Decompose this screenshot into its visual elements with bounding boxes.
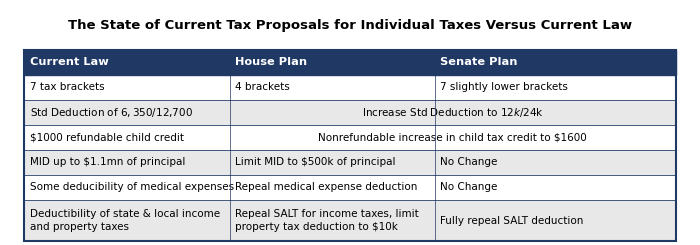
Text: Repeal medical expense deduction: Repeal medical expense deduction — [235, 183, 417, 192]
Text: Some deducibility of medical expenses: Some deducibility of medical expenses — [30, 183, 234, 192]
Text: 4 brackets: 4 brackets — [235, 82, 290, 92]
Text: Increase Std Deduction to $12k/$24k: Increase Std Deduction to $12k/$24k — [361, 106, 544, 119]
Text: Deductibility of state & local income
and property taxes: Deductibility of state & local income an… — [30, 209, 220, 232]
FancyBboxPatch shape — [25, 175, 676, 200]
Text: No Change: No Change — [440, 183, 498, 192]
Text: No Change: No Change — [440, 157, 498, 167]
Text: Fully repeal SALT deduction: Fully repeal SALT deduction — [440, 216, 583, 226]
Text: Nonrefundable increase in child tax credit to $1600: Nonrefundable increase in child tax cred… — [318, 132, 587, 142]
Text: Senate Plan: Senate Plan — [440, 57, 517, 67]
Text: 7 tax brackets: 7 tax brackets — [30, 82, 104, 92]
Text: Limit MID to $500k of principal: Limit MID to $500k of principal — [235, 157, 396, 167]
FancyBboxPatch shape — [25, 125, 676, 150]
Text: House Plan: House Plan — [235, 57, 307, 67]
FancyBboxPatch shape — [25, 200, 676, 241]
FancyBboxPatch shape — [25, 100, 676, 125]
FancyBboxPatch shape — [25, 75, 676, 100]
FancyBboxPatch shape — [25, 150, 676, 175]
Text: $1000 refundable child credit: $1000 refundable child credit — [30, 132, 184, 142]
Text: Std Deduction of $6,350/$12,700: Std Deduction of $6,350/$12,700 — [30, 106, 193, 119]
Text: The State of Current Tax Proposals for Individual Taxes Versus Current Law: The State of Current Tax Proposals for I… — [68, 19, 632, 32]
Text: MID up to $1.1mn of principal: MID up to $1.1mn of principal — [30, 157, 185, 167]
Text: 7 slightly lower brackets: 7 slightly lower brackets — [440, 82, 568, 92]
FancyBboxPatch shape — [25, 50, 676, 75]
Text: Repeal SALT for income taxes, limit
property tax deduction to $10k: Repeal SALT for income taxes, limit prop… — [235, 209, 419, 232]
Text: Current Law: Current Law — [30, 57, 108, 67]
